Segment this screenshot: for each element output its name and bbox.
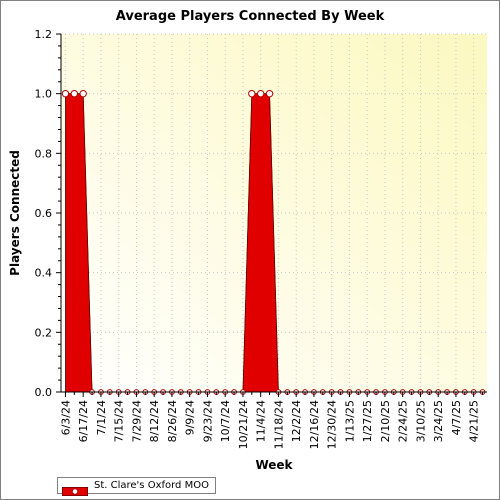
x-tick-label: 11/18/24 [272,400,285,449]
y-tick-label: 1.0 [35,88,53,101]
x-tick-label: 10/21/24 [237,400,250,449]
chart-title: Average Players Connected By Week [115,9,385,24]
legend: St. Clare's Oxford MOO [57,477,216,497]
y-tick-label: 0.4 [35,267,53,280]
x-tick-label: 2/24/25 [397,400,410,442]
y-axis-title: Players Connected [8,150,22,276]
x-tick-label: 9/23/24 [201,400,214,442]
x-tick-label: 3/10/25 [414,400,427,442]
data-point [79,89,87,98]
x-tick-label: 10/7/24 [219,400,232,442]
x-tick-label: 11/4/24 [255,400,268,442]
x-tick-label: 8/12/24 [148,400,161,442]
y-tick-label: 0.0 [35,386,53,399]
x-tick-label: 2/10/25 [379,400,392,442]
legend-swatch [61,481,89,497]
x-tick-label: 12/30/24 [326,400,339,449]
x-tick-label: 1/27/25 [361,400,374,442]
legend-label: St. Clare's Oxford MOO [94,480,209,491]
x-axis-title: Week [255,458,293,472]
data-point [265,89,274,98]
y-tick-label: 0.2 [35,326,53,339]
y-tick-label: 0.8 [35,147,53,160]
x-tick-label: 7/29/24 [130,400,143,442]
x-tick-label: 4/7/25 [450,400,463,435]
x-tick-label: 4/21/25 [468,400,481,442]
data-point [61,89,70,98]
x-tick-label: 7/15/24 [113,400,126,442]
data-point [248,89,256,98]
x-tick-label: 3/24/25 [432,400,445,442]
data-point [70,89,79,98]
y-tick-label: 1.2 [35,28,53,41]
x-tick-label: 6/17/24 [77,400,90,442]
x-tick-label: 6/3/24 [59,400,72,435]
x-tick-label: 1/13/25 [343,400,356,442]
x-tick-label: 9/9/24 [184,400,197,435]
data-point [256,89,265,98]
y-tick-label: 0.6 [35,207,53,220]
x-tick-label: 7/1/24 [95,400,108,435]
x-tick-label: 12/2/24 [290,400,303,442]
x-tick-label: 12/16/24 [308,400,321,449]
x-tick-label: 8/26/24 [166,400,179,442]
